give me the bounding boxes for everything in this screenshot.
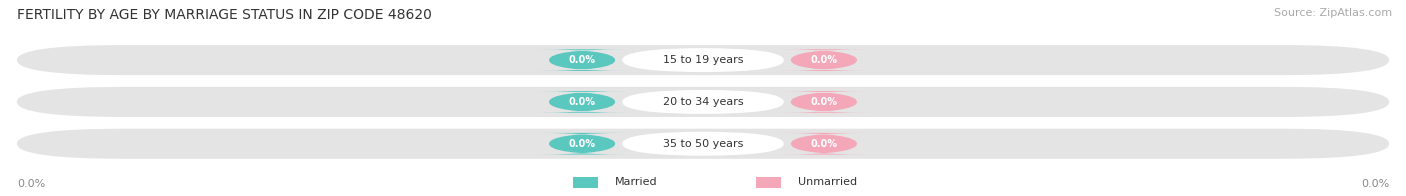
Text: 0.0%: 0.0% xyxy=(810,139,838,149)
Text: 15 to 19 years: 15 to 19 years xyxy=(662,55,744,65)
Text: 0.0%: 0.0% xyxy=(1361,179,1389,189)
FancyBboxPatch shape xyxy=(17,45,1389,75)
FancyBboxPatch shape xyxy=(779,49,869,71)
Text: Source: ZipAtlas.com: Source: ZipAtlas.com xyxy=(1274,8,1392,18)
Text: 35 to 50 years: 35 to 50 years xyxy=(662,139,744,149)
FancyBboxPatch shape xyxy=(17,129,1389,159)
FancyBboxPatch shape xyxy=(623,132,785,156)
FancyBboxPatch shape xyxy=(537,133,627,155)
FancyBboxPatch shape xyxy=(779,133,869,155)
FancyBboxPatch shape xyxy=(574,177,599,188)
FancyBboxPatch shape xyxy=(756,177,782,188)
Text: 20 to 34 years: 20 to 34 years xyxy=(662,97,744,107)
FancyBboxPatch shape xyxy=(779,91,869,113)
Text: FERTILITY BY AGE BY MARRIAGE STATUS IN ZIP CODE 48620: FERTILITY BY AGE BY MARRIAGE STATUS IN Z… xyxy=(17,8,432,22)
Text: 0.0%: 0.0% xyxy=(568,139,596,149)
Text: Married: Married xyxy=(616,177,658,187)
FancyBboxPatch shape xyxy=(623,48,785,72)
FancyBboxPatch shape xyxy=(17,87,1389,117)
FancyBboxPatch shape xyxy=(623,90,785,114)
FancyBboxPatch shape xyxy=(537,49,627,71)
Text: Unmarried: Unmarried xyxy=(799,177,858,187)
Text: 0.0%: 0.0% xyxy=(17,179,45,189)
FancyBboxPatch shape xyxy=(537,91,627,113)
Text: 0.0%: 0.0% xyxy=(568,97,596,107)
Text: 0.0%: 0.0% xyxy=(568,55,596,65)
Text: 0.0%: 0.0% xyxy=(810,97,838,107)
Text: 0.0%: 0.0% xyxy=(810,55,838,65)
